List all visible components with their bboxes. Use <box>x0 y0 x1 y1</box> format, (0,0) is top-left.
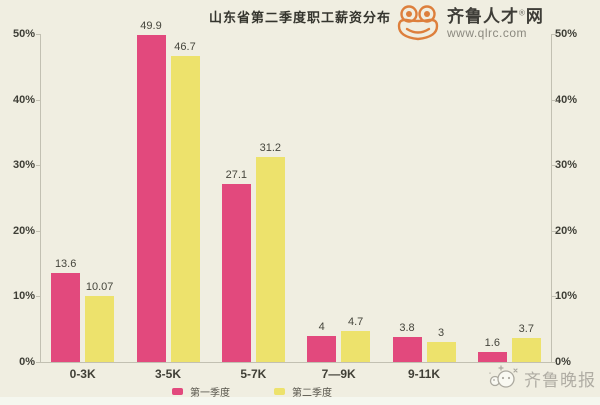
logo-url: www.qlrc.com <box>447 25 528 40</box>
y-tick-mark <box>552 296 556 298</box>
bar-value-label: 1.6 <box>484 336 500 349</box>
logo-text: 齐鲁人才®网 www.qlrc.com <box>447 7 544 40</box>
legend: 第一季度 第二季度 <box>172 384 332 399</box>
watermark: 齐鲁晚报 <box>486 363 596 393</box>
bar-q2 <box>85 295 115 362</box>
y-tick-label-left: 50% <box>12 28 35 40</box>
x-axis-line <box>40 362 552 363</box>
x-axis-category-label: 3-5K <box>154 367 181 381</box>
bar-value-label: 13.6 <box>54 257 77 270</box>
watermark-text: 齐鲁晚报 <box>524 370 596 390</box>
y-tick-mark <box>552 99 556 101</box>
legend-label-q1: 第一季度 <box>190 388 230 399</box>
y-tick-label-right: 40% <box>555 93 578 106</box>
y-tick-mark <box>36 99 40 101</box>
y-tick-label-right: 50% <box>555 28 578 40</box>
y-tick-mark <box>36 362 40 363</box>
y-tick-label-left: 30% <box>12 159 35 172</box>
y-tick-mark <box>552 165 556 167</box>
y-tick-label-left: 10% <box>12 290 35 303</box>
bar-value-label: 3.8 <box>399 322 415 335</box>
y-axis-right <box>551 34 552 362</box>
bar-q1 <box>51 272 81 362</box>
y-tick-mark <box>552 34 556 35</box>
logo-name-cn: 齐鲁人才 <box>447 7 519 27</box>
bar-q2 <box>255 157 285 362</box>
y-tick-label-right: 0% <box>555 356 571 368</box>
bar-q1 <box>392 337 422 362</box>
x-axis-category-label: 9-11K <box>407 367 441 381</box>
x-axis-category-label: 0-3K <box>69 367 96 381</box>
bar-value-label: 10.07 <box>85 280 114 293</box>
y-tick-label-right: 10% <box>555 290 578 303</box>
y-tick-label-right: 30% <box>555 159 578 172</box>
y-tick-mark <box>36 230 40 232</box>
chart-title: 山东省第二季度职工薪资分布 <box>208 10 391 25</box>
y-tick-mark <box>36 34 40 35</box>
bar-q1 <box>307 335 337 362</box>
y-axis-left <box>40 34 41 362</box>
logo-name: 齐鲁人才®网 <box>447 7 544 27</box>
bar-q2 <box>426 342 456 362</box>
bar-value-label: 49.9 <box>140 19 162 32</box>
bar-q2 <box>341 331 371 362</box>
y-tick-label-left: 40% <box>12 93 35 106</box>
watermark-icon <box>489 365 518 388</box>
y-tick-mark <box>552 230 556 232</box>
x-axis-category-label: 5-7K <box>240 367 267 381</box>
bar-value-label: 27.1 <box>225 169 248 182</box>
registered-mark: ® <box>519 8 526 18</box>
y-tick-mark <box>36 165 40 167</box>
legend-item-q2: 第二季度 <box>274 384 332 399</box>
legend-swatch-q1 <box>172 388 183 395</box>
y-tick-label-left: 20% <box>12 224 35 237</box>
logo-name-suffix: 网 <box>525 7 544 27</box>
bar-q1 <box>477 351 507 362</box>
legend-label-q2: 第二季度 <box>292 388 332 399</box>
bar-value-label: 46.7 <box>174 40 196 53</box>
frog-logo-icon <box>397 5 439 41</box>
bar-value-label: 3 <box>437 327 445 340</box>
bar-q1 <box>136 34 166 362</box>
bar-q2 <box>170 55 200 362</box>
y-tick-label-right: 20% <box>555 224 578 237</box>
legend-swatch-q2 <box>274 388 285 395</box>
bar-value-label: 4 <box>318 320 325 333</box>
bar-value-label: 31.2 <box>259 142 282 155</box>
y-tick-mark <box>552 362 556 363</box>
y-tick-mark <box>36 296 40 298</box>
x-axis-category-label: 7—9K <box>321 367 356 381</box>
bar-value-label: 4.7 <box>348 316 364 329</box>
brand-logo: 齐鲁人才®网 www.qlrc.com <box>394 4 544 44</box>
bar-value-label: 3.7 <box>518 322 534 335</box>
bar-q2 <box>511 337 541 362</box>
bar-q1 <box>221 184 251 362</box>
legend-item-q1: 第一季度 <box>172 384 230 399</box>
bottom-strip <box>0 397 600 405</box>
y-tick-label-left: 0% <box>19 356 35 368</box>
